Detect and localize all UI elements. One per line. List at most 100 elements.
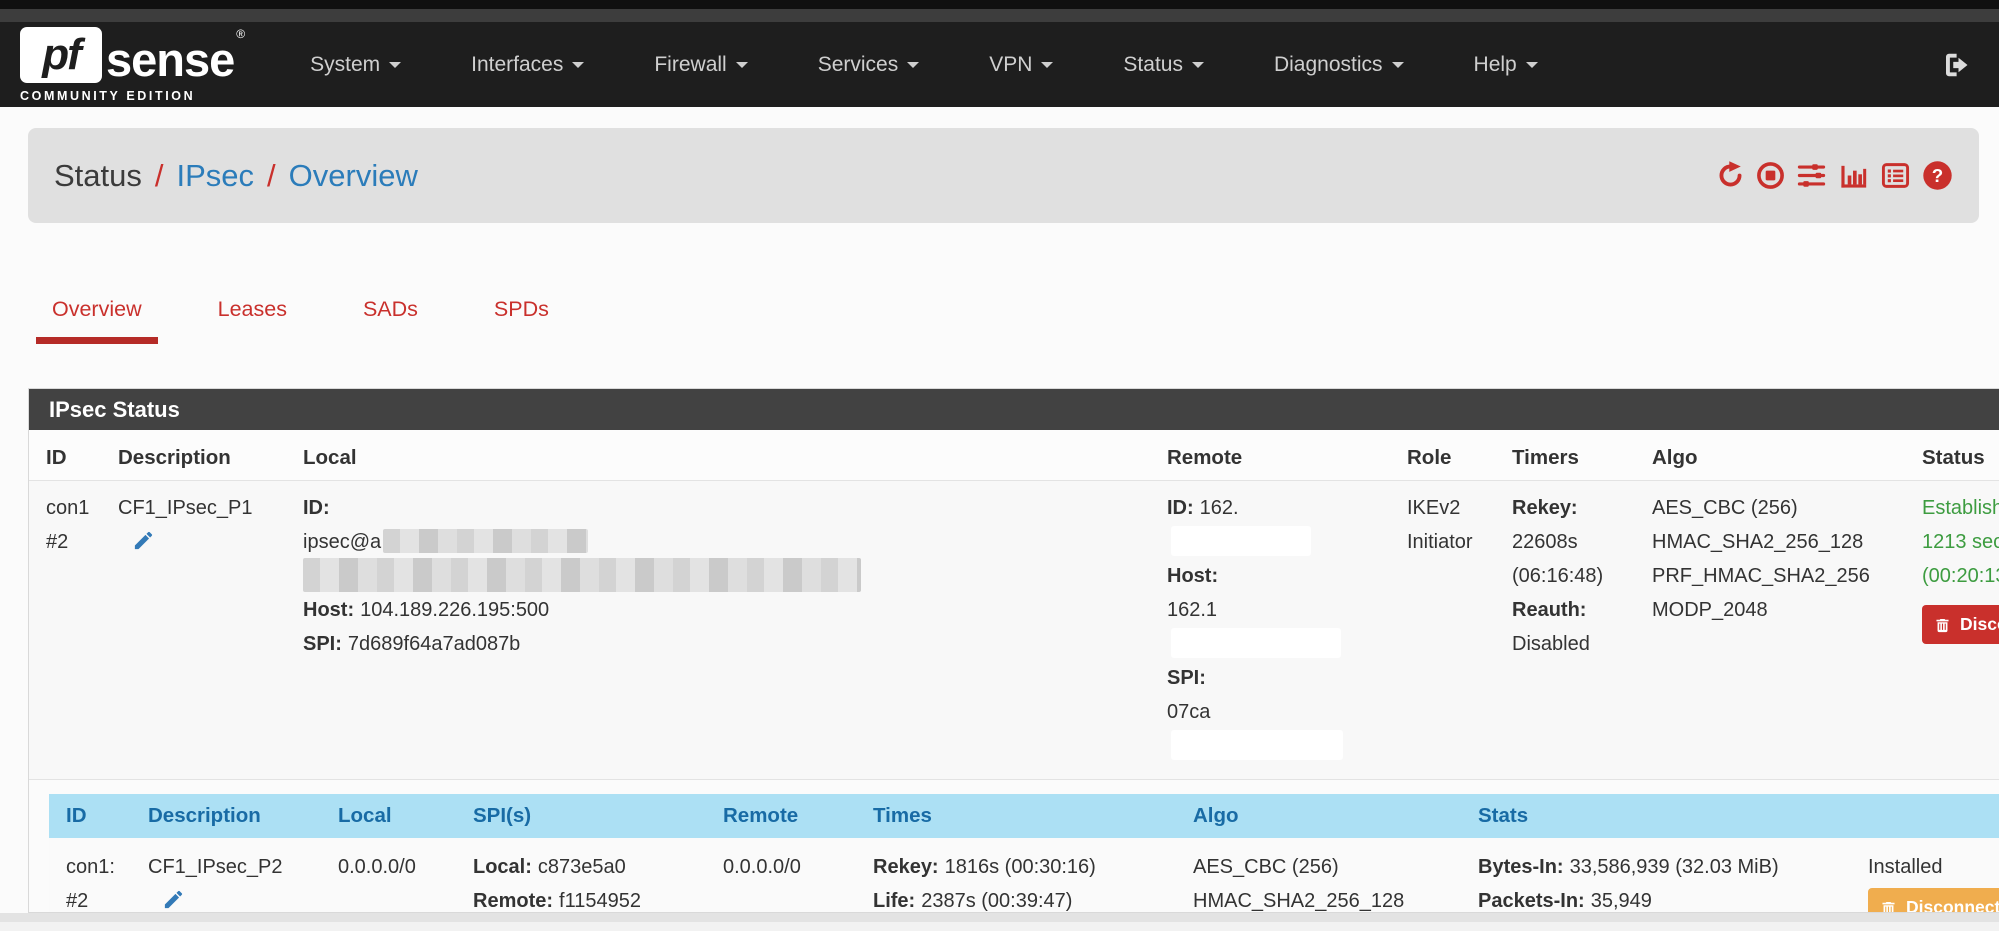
breadcrumb-link-overview[interactable]: Overview — [288, 157, 418, 193]
child-sa-table: ID Description Local SPI(s) Remote Times… — [49, 794, 1999, 912]
page-toolbar: ? — [1716, 160, 1953, 191]
registered-mark: ® — [236, 26, 246, 41]
edit-pencil-icon[interactable] — [162, 888, 185, 911]
tab-leases[interactable]: Leases — [217, 297, 287, 321]
trash-icon — [1936, 618, 1949, 632]
redacted-blur — [303, 557, 861, 592]
ike-sa-row: con1 #2 CF1_IPsec_P1 ID: ipsec@a — [29, 480, 1999, 780]
status-installed: Installed — [1868, 856, 1943, 878]
child-times-cell: Rekey: 1816s (00:30:16) Life: 2387s (00:39… — [856, 838, 1176, 912]
content-bottom-edge — [0, 913, 1999, 922]
tab-overview[interactable]: Overview — [36, 283, 158, 344]
refresh-icon[interactable] — [1716, 161, 1745, 190]
breadcrumb-separator: / — [267, 157, 276, 193]
ike-local-cell: ID: ipsec@a Host: 104.189.226.195:500 SPI… — [286, 480, 1150, 780]
col-header-blank — [1851, 794, 1999, 838]
chevron-down-icon — [735, 61, 748, 68]
child-description-cell: CF1_IPsec_P2 — [131, 838, 321, 912]
tab-sads[interactable]: SADs — [362, 297, 418, 321]
col-header-remote: Remote — [706, 794, 856, 838]
tab-spds[interactable]: SPDs — [493, 297, 549, 321]
trash-icon — [1882, 901, 1895, 912]
pfsense-logo: pf sense ® COMMUNITY EDITION — [20, 26, 246, 103]
breadcrumb-section: Status — [54, 157, 142, 193]
redacted-box — [1171, 729, 1343, 760]
col-header-local: Local — [286, 430, 1150, 481]
stop-circle-icon[interactable] — [1756, 161, 1785, 190]
chevron-down-icon — [907, 61, 920, 68]
chart-bar-icon[interactable] — [1838, 161, 1869, 190]
help-icon[interactable]: ? — [1922, 160, 1953, 191]
pfsense-logo-sense: sense — [106, 32, 235, 86]
edit-pencil-icon[interactable] — [132, 529, 155, 552]
chevron-down-icon — [1191, 61, 1204, 68]
col-header-times: Times — [856, 794, 1176, 838]
remote-id-value: 162. — [1199, 497, 1239, 519]
redacted-box — [1171, 627, 1341, 658]
breadcrumb-bar: Status / IPsec / Overview — [28, 128, 1979, 223]
ike-description-cell: CF1_IPsec_P1 — [101, 480, 286, 780]
status-established: Established — [1922, 497, 1999, 519]
ike-status-cell: Established 1213 seconds (00:20:13) Disc… — [1905, 480, 1999, 780]
col-header-remote: Remote — [1150, 430, 1390, 481]
community-edition-label: COMMUNITY EDITION — [20, 88, 196, 103]
ipsec-tabs: Overview Leases SADs SPDs — [36, 283, 609, 344]
nav-item-firewall[interactable]: Firewall — [619, 53, 782, 77]
col-header-description: Description — [101, 430, 286, 481]
nav-menu: System Interfaces Firewall Services VPN … — [275, 53, 1573, 77]
child-sa-section: ID Description Local SPI(s) Remote Times… — [29, 780, 1999, 912]
col-header-spis: SPI(s) — [456, 794, 706, 838]
col-header-algo: Algo — [1176, 794, 1461, 838]
local-host-value: 104.189.226.195:500 — [360, 599, 550, 621]
list-icon[interactable] — [1880, 161, 1911, 190]
child-header-row: ID Description Local SPI(s) Remote Times… — [49, 794, 1999, 838]
local-spi-value: 7d689f64a7ad087b — [347, 633, 521, 655]
ike-header-row: ID Description Local Remote Role Timers … — [29, 430, 1999, 481]
connection-description: CF1_IPsec_P1 — [118, 497, 253, 519]
local-id-value: ipsec@a — [303, 531, 382, 553]
breadcrumb: Status / IPsec / Overview — [54, 158, 418, 194]
col-header-description: Description — [131, 794, 321, 838]
ipsec-status-panel: IPsec Status ID Description Local Remote… — [28, 388, 1999, 913]
nav-item-services[interactable]: Services — [783, 53, 955, 77]
chevron-down-icon — [1391, 61, 1404, 68]
remote-host-value: 162.1 — [1167, 599, 1218, 621]
sliders-icon[interactable] — [1796, 161, 1827, 190]
redacted-blur — [383, 528, 589, 553]
col-header-status: Status — [1905, 430, 1999, 481]
window-top-strip — [0, 0, 1999, 9]
remote-spi-value: 07ca — [1167, 701, 1211, 723]
col-header-id: ID — [49, 794, 131, 838]
connection-description: CF1_IPsec_P2 — [148, 856, 283, 878]
window-title-strip — [0, 9, 1999, 22]
disconnect-button[interactable]: Disconnect — [1922, 605, 1999, 644]
nav-item-system[interactable]: System — [275, 53, 436, 77]
child-algo-cell: AES_CBC (256) HMAC_SHA2_256_128 IPComp: … — [1176, 838, 1461, 912]
chevron-down-icon — [1041, 61, 1054, 68]
breadcrumb-link-ipsec[interactable]: IPsec — [176, 157, 255, 193]
col-header-local: Local — [321, 794, 456, 838]
child-status-cell: Installed Disconnect — [1851, 838, 1999, 912]
col-header-stats: Stats — [1461, 794, 1851, 838]
child-spis-cell: Local: c873e5a0 Remote: f1154952 — [456, 838, 706, 912]
col-header-timers: Timers — [1495, 430, 1635, 481]
child-sa-row: con1: #2 CF1_IPsec_P2 0.0.0.0/0 — [49, 838, 1999, 912]
nav-item-diagnostics[interactable]: Diagnostics — [1239, 53, 1439, 77]
nav-item-interfaces[interactable]: Interfaces — [436, 53, 619, 77]
child-local-cell: 0.0.0.0/0 — [321, 838, 456, 912]
nav-item-help[interactable]: Help — [1439, 53, 1573, 77]
nav-item-status[interactable]: Status — [1088, 53, 1239, 77]
ike-timers-cell: Rekey: 22608s (06:16:48) Reauth: Disable… — [1495, 480, 1635, 780]
panel-title: IPsec Status — [29, 389, 1999, 430]
col-header-role: Role — [1390, 430, 1495, 481]
disconnect-button[interactable]: Disconnect — [1868, 888, 1999, 912]
child-id-cell: con1: #2 — [49, 838, 131, 912]
ike-remote-cell: ID: 162. Host: 162.1 SPI: 07ca — [1150, 480, 1390, 780]
breadcrumb-separator: / — [154, 157, 164, 193]
ike-role-cell: IKEv2 Initiator — [1390, 480, 1495, 780]
logout-icon[interactable] — [1939, 50, 1973, 80]
main-navbar: pf sense ® COMMUNITY EDITION System Inte… — [0, 22, 1999, 107]
nav-item-vpn[interactable]: VPN — [954, 53, 1088, 77]
ike-id-cell: con1 #2 — [29, 480, 101, 780]
col-header-algo: Algo — [1635, 430, 1905, 481]
